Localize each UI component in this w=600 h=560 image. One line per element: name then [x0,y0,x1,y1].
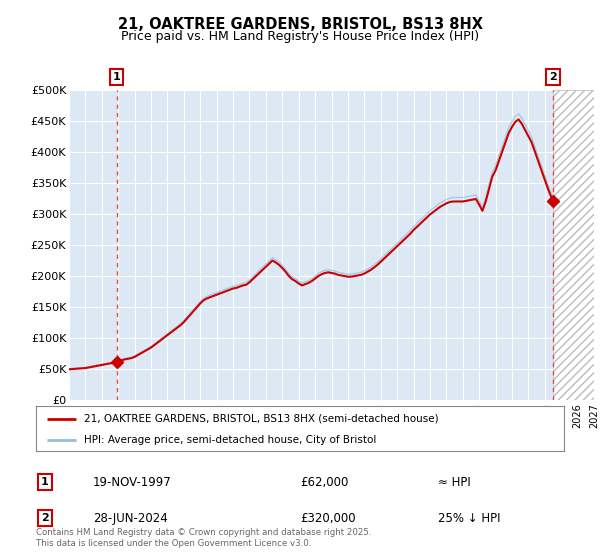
Text: 28-JUN-2024: 28-JUN-2024 [93,512,168,525]
Text: 2: 2 [549,72,557,82]
Text: 25% ↓ HPI: 25% ↓ HPI [438,512,500,525]
Text: Contains HM Land Registry data © Crown copyright and database right 2025.
This d: Contains HM Land Registry data © Crown c… [36,528,371,548]
Text: 1: 1 [41,477,49,487]
Bar [553,90,594,400]
Text: ≈ HPI: ≈ HPI [438,475,471,488]
Text: £320,000: £320,000 [300,512,356,525]
Text: 21, OAKTREE GARDENS, BRISTOL, BS13 8HX (semi-detached house): 21, OAKTREE GARDENS, BRISTOL, BS13 8HX (… [83,413,438,423]
Text: £62,000: £62,000 [300,475,349,488]
Text: 21, OAKTREE GARDENS, BRISTOL, BS13 8HX: 21, OAKTREE GARDENS, BRISTOL, BS13 8HX [118,17,482,32]
Text: 2: 2 [41,513,49,523]
Bar [553,90,594,400]
Text: HPI: Average price, semi-detached house, City of Bristol: HPI: Average price, semi-detached house,… [83,435,376,445]
Text: 19-NOV-1997: 19-NOV-1997 [93,475,172,488]
Text: Price paid vs. HM Land Registry's House Price Index (HPI): Price paid vs. HM Land Registry's House … [121,30,479,43]
Text: 1: 1 [113,72,121,82]
